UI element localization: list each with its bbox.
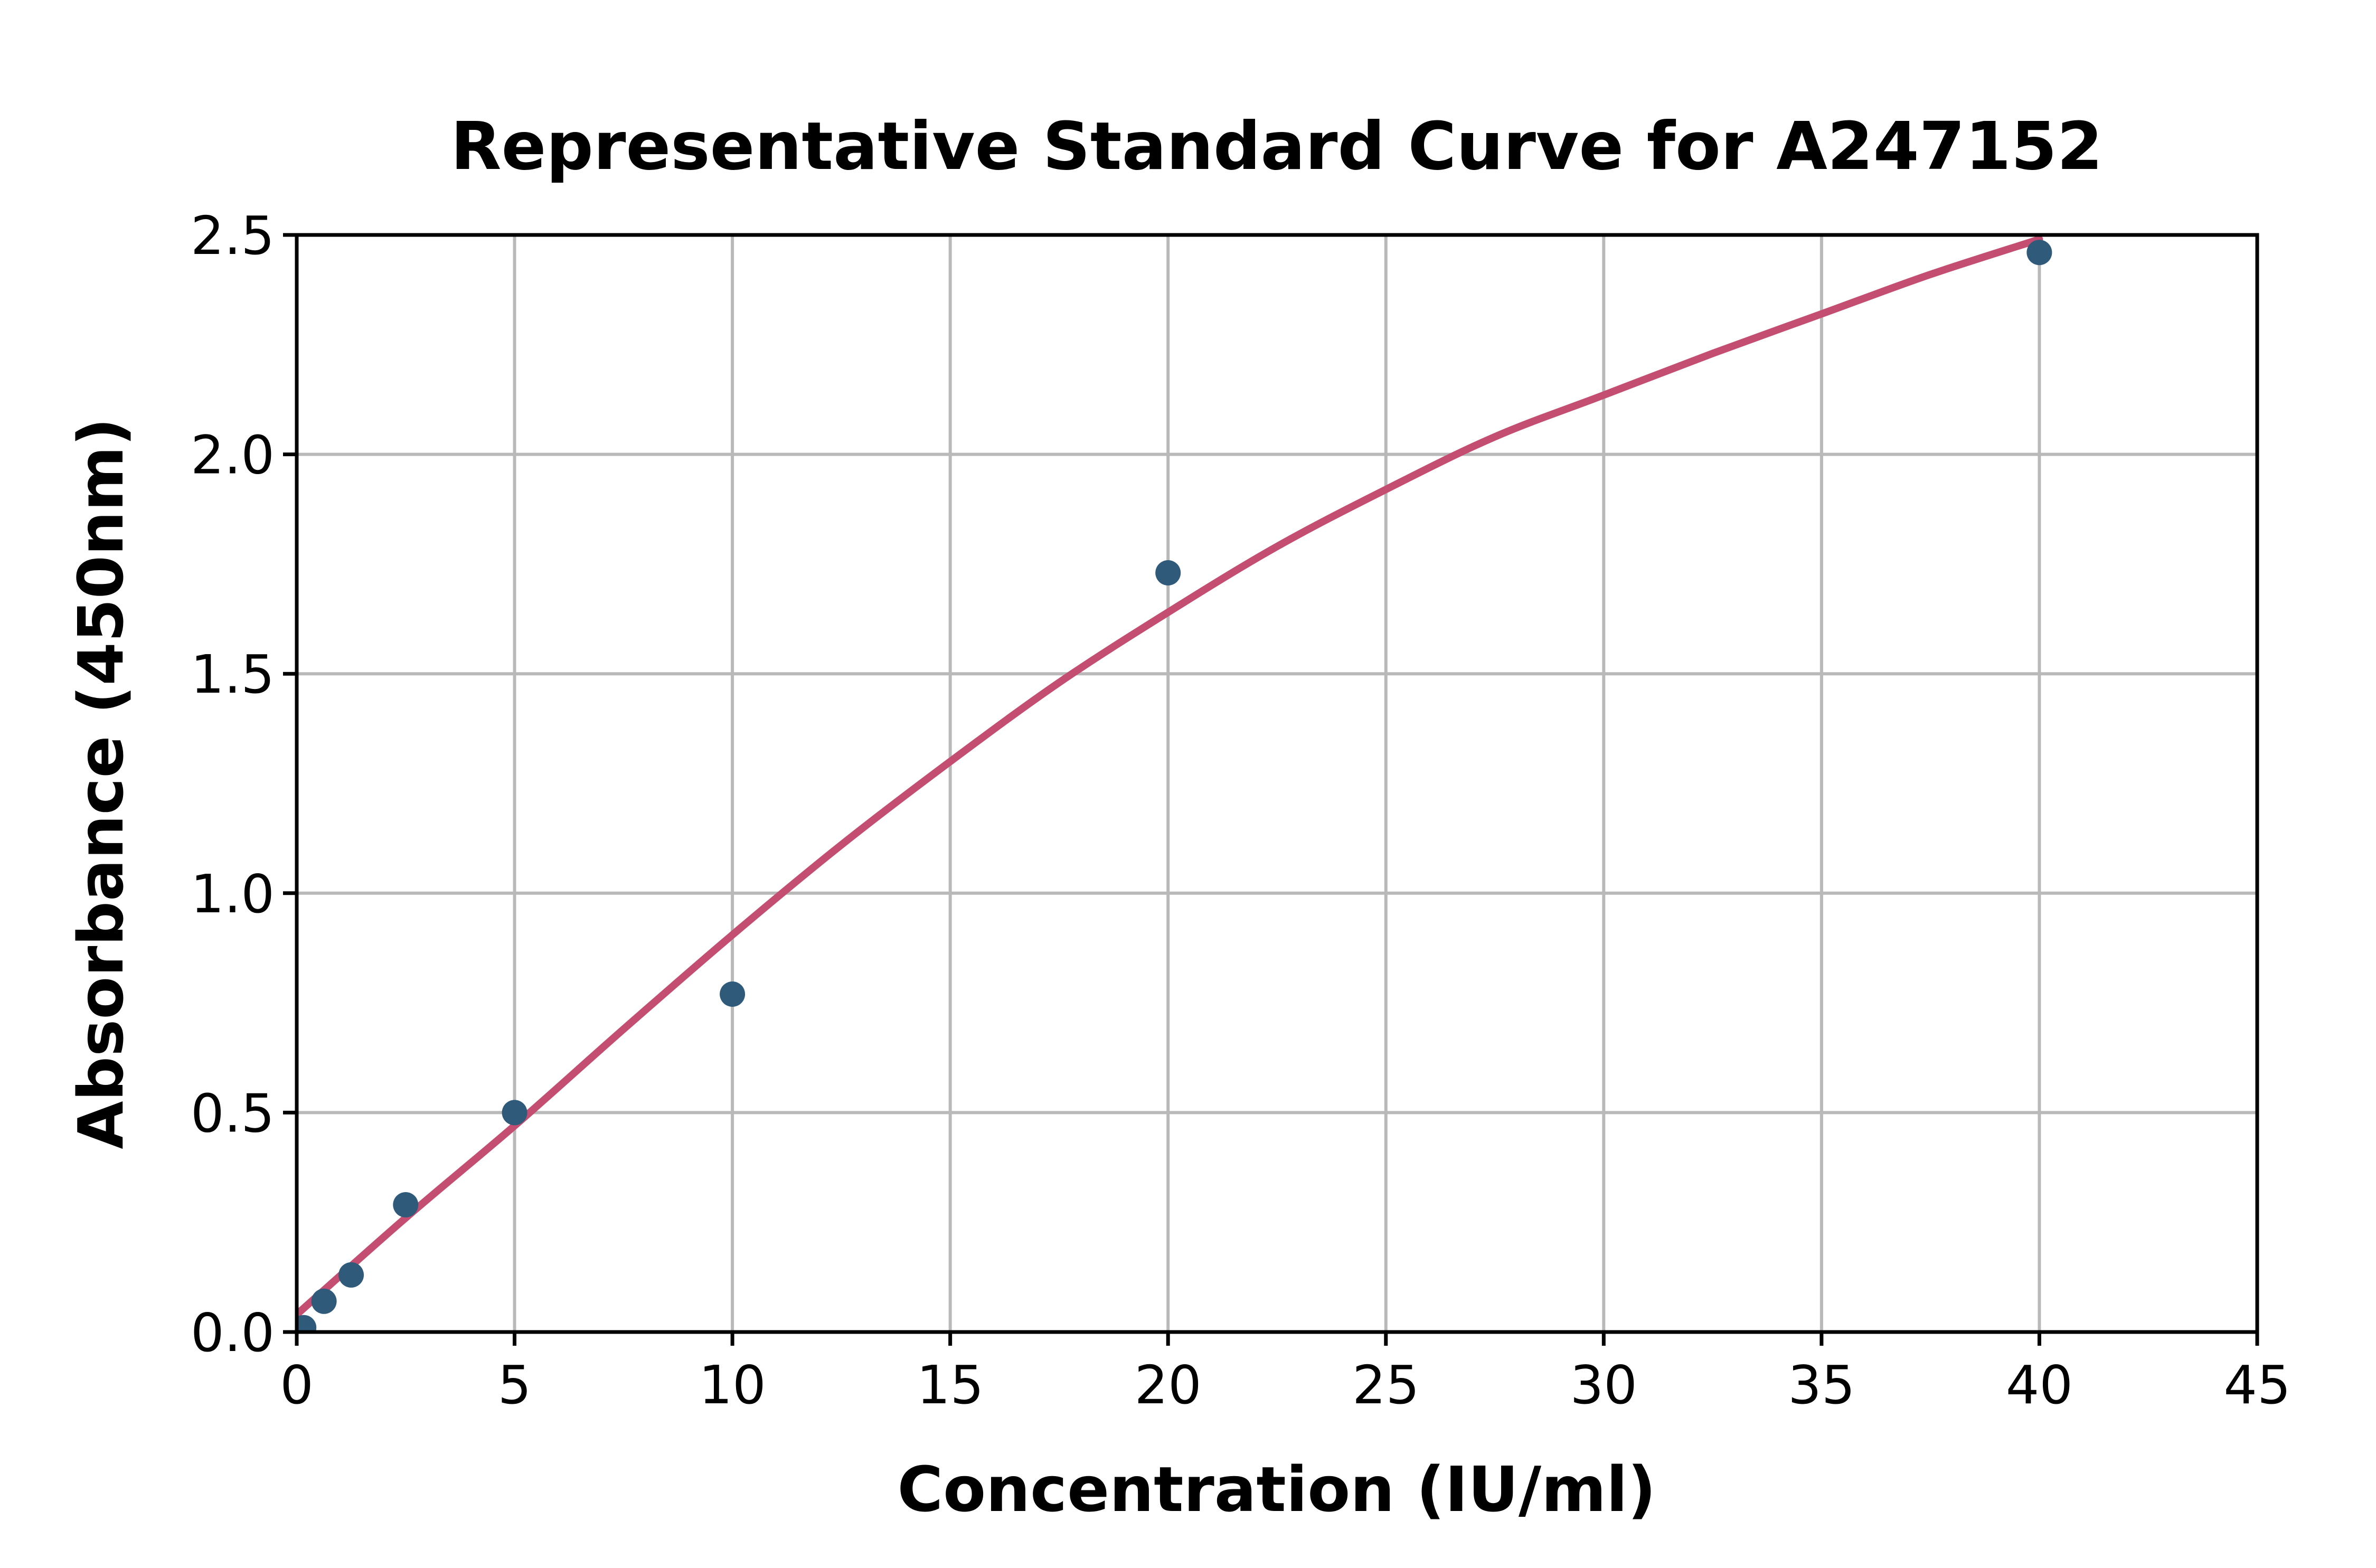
data-point: [393, 1192, 419, 1217]
y-tick-label: 1.0: [191, 863, 275, 925]
y-axis-label: Absorbance (450nm): [64, 418, 137, 1149]
y-tick-label: 0.5: [191, 1082, 275, 1144]
data-layer: [297, 235, 2052, 1332]
data-point: [2026, 240, 2052, 266]
chart-title: Representative Standard Curve for A24715…: [450, 108, 2102, 185]
data-point: [1155, 560, 1181, 585]
x-tick-label: 30: [1570, 1354, 1637, 1416]
y-tick-label: 2.5: [191, 205, 275, 267]
x-tick-label: 45: [2223, 1354, 2290, 1416]
data-point: [338, 1262, 364, 1288]
y-tick-label: 0.0: [191, 1302, 275, 1364]
x-tick-label: 0: [280, 1354, 314, 1416]
plot-border: [295, 233, 2259, 1334]
fit-curve: [297, 235, 2043, 1318]
x-tick-label: 35: [1788, 1354, 1855, 1416]
x-tick-label: 20: [1135, 1354, 1202, 1416]
grid-lines: [297, 235, 2257, 1332]
x-tick-label: 10: [699, 1354, 766, 1416]
x-tick-label: 25: [1352, 1354, 1419, 1416]
y-tick-label: 1.5: [191, 644, 275, 705]
data-point: [502, 1100, 527, 1126]
data-point: [311, 1288, 337, 1314]
y-tick-label: 2.0: [191, 424, 275, 486]
text-layer: Representative Standard Curve for A24715…: [64, 108, 2291, 1526]
x-tick-label: 5: [498, 1354, 532, 1416]
data-point: [720, 981, 746, 1007]
x-tick-label: 40: [2006, 1354, 2073, 1416]
data-point: [297, 1315, 317, 1332]
x-tick-label: 15: [917, 1354, 984, 1416]
x-axis-label: Concentration (IU/ml): [898, 1453, 1656, 1526]
axes-layer: [283, 233, 2259, 1346]
